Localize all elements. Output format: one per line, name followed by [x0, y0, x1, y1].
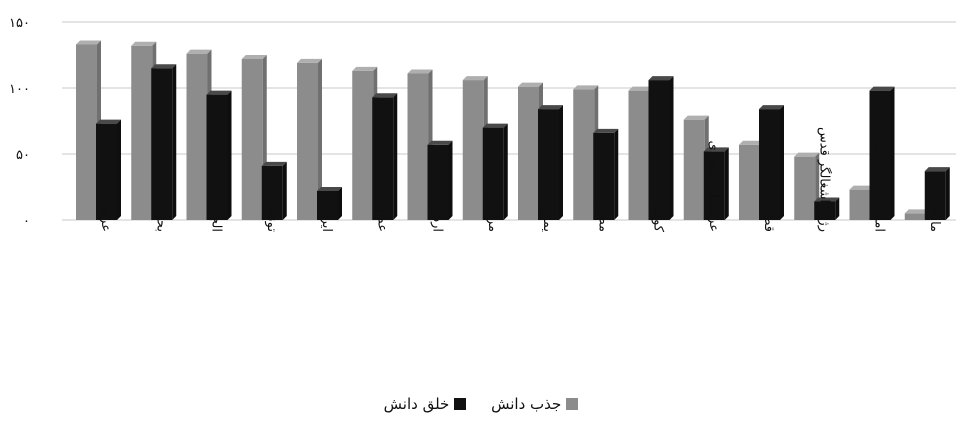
x-tick-label: مالت	[927, 204, 942, 232]
x-tick-label: الجزایر	[209, 193, 224, 232]
y-tick-label: ۵۰	[16, 148, 30, 163]
bar-series-2	[261, 161, 287, 220]
x-tick-label: مصر	[595, 206, 610, 232]
y-axis-tick-labels: ۰ ۵۰ ۱۰۰ ۱۵۰	[9, 16, 30, 229]
legend-item-series-2: خلق دانش	[384, 395, 467, 413]
bar-series-2	[482, 123, 508, 220]
legend-label-series-1: جذب دانش	[491, 395, 562, 413]
bar-series-2	[206, 90, 232, 220]
y-tick-label: ۰	[23, 214, 30, 229]
x-tick-label: اردن	[430, 207, 445, 232]
bar-series-2	[924, 167, 950, 220]
bar-series-2	[703, 147, 729, 220]
bar-series-2	[759, 105, 784, 220]
bar-series-2	[814, 197, 840, 220]
x-tick-label: قطر	[761, 207, 776, 232]
y-tick-label: ۱۰۰	[9, 82, 30, 97]
x-tick-label: یمن	[540, 211, 555, 232]
bar-series-2	[317, 186, 342, 220]
x-tick-label: تونس	[264, 201, 279, 232]
x-tick-label: مراکش	[485, 191, 500, 232]
x-tick-label: بحرین	[153, 199, 168, 232]
x-tick-label: رژیم اشغالگر قدس	[816, 127, 832, 232]
x-tick-label: کویت	[651, 203, 666, 233]
bar-series-2	[372, 93, 398, 220]
x-tick-label: عربستان سعودی	[706, 140, 721, 232]
bar-series-2	[427, 140, 453, 220]
bar-series-2	[538, 105, 563, 220]
x-axis-category-labels: عراق بحرین الجزایر تونس ایران عمان اردن مراکش یم…	[98, 125, 942, 233]
bar-series-1	[297, 58, 322, 220]
bar-series-2	[648, 76, 674, 220]
legend-swatch-series-2	[454, 398, 467, 410]
legend: جذب دانش خلق دانش	[0, 395, 962, 414]
legend-item-series-1: جذب دانش	[491, 395, 579, 413]
y-tick-label: ۱۵۰	[9, 16, 30, 31]
bar-series-2	[96, 119, 121, 220]
legend-swatch-series-1	[566, 398, 579, 410]
x-tick-label: امارات متحده عربی	[872, 125, 887, 232]
x-tick-label: عراق	[98, 203, 113, 232]
x-tick-label: عمان	[374, 203, 389, 232]
bars	[76, 40, 950, 221]
legend-label-series-2: خلق دانش	[383, 395, 450, 413]
bar-series-2	[151, 64, 177, 220]
bar-series-2	[869, 86, 895, 220]
bar-series-2	[593, 128, 619, 220]
x-tick-label: ایران	[319, 204, 334, 232]
